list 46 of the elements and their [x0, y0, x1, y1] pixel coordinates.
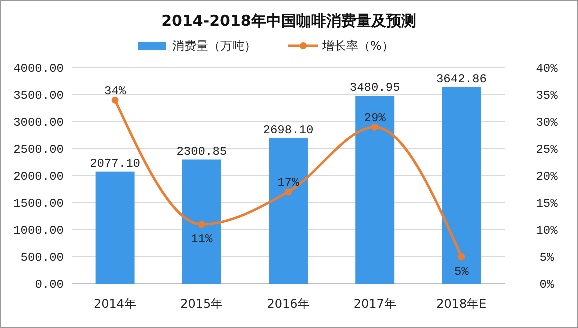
y2-tick-label: 35%: [536, 89, 559, 103]
y-tick-label: 3000.00: [14, 116, 64, 130]
y2-tick-label: 25%: [536, 143, 559, 157]
y-tick-label: 2500.00: [14, 143, 64, 157]
y2-tick-label: 0%: [540, 278, 555, 292]
x-tick-label: 2014年: [94, 297, 137, 311]
x-tick-label: 2017年: [354, 297, 396, 311]
data-label: 17%: [278, 176, 300, 190]
y2-tick-label: 5%: [540, 251, 555, 265]
y-tick-label: 1000.00: [14, 224, 64, 238]
data-label: 34%: [104, 84, 127, 98]
bar: [269, 138, 308, 284]
data-label: 2300.85: [176, 144, 228, 159]
x-tick-label: 2016年: [267, 297, 310, 311]
bar: [96, 172, 135, 284]
x-tick-label: 2015年: [180, 297, 224, 311]
bar: [442, 87, 482, 284]
y-tick-label: 2000.00: [14, 170, 64, 184]
data-label: 5%: [454, 265, 470, 279]
data-label: 29%: [364, 111, 387, 126]
point: [112, 96, 119, 104]
y-tick-label: 3500.00: [14, 89, 64, 103]
data-label: 2077.10: [90, 156, 141, 171]
data-label: 11%: [191, 232, 214, 247]
bar: [356, 96, 395, 284]
y-tick-label: 0.00: [35, 278, 64, 292]
y2-tick-label: 10%: [536, 224, 559, 238]
x-tick-label: 2018年E: [436, 297, 487, 311]
data-label: 3642.86: [436, 72, 487, 86]
y2-tick-label: 30%: [536, 116, 559, 130]
point: [458, 254, 466, 260]
y2-tick-label: 15%: [536, 197, 559, 211]
legend-label: 增长率（%）: [322, 39, 394, 53]
y2-tick-label: 40%: [536, 62, 559, 76]
chart-title: 2014-2018年中国咖啡消费量及预测: [162, 12, 416, 30]
y-tick-label: 1500.00: [14, 197, 64, 211]
y-tick-label: 500.00: [20, 251, 64, 265]
data-label: 2698.10: [263, 123, 314, 138]
point: [372, 124, 379, 131]
legend-label: 消费量（万吨）: [172, 39, 256, 53]
point: [198, 221, 206, 228]
y2-tick-label: 20%: [536, 170, 559, 184]
point: [285, 188, 292, 196]
y-tick-label: 4000.00: [14, 62, 64, 76]
data-label: 3480.95: [350, 81, 400, 96]
bar: [182, 160, 222, 284]
